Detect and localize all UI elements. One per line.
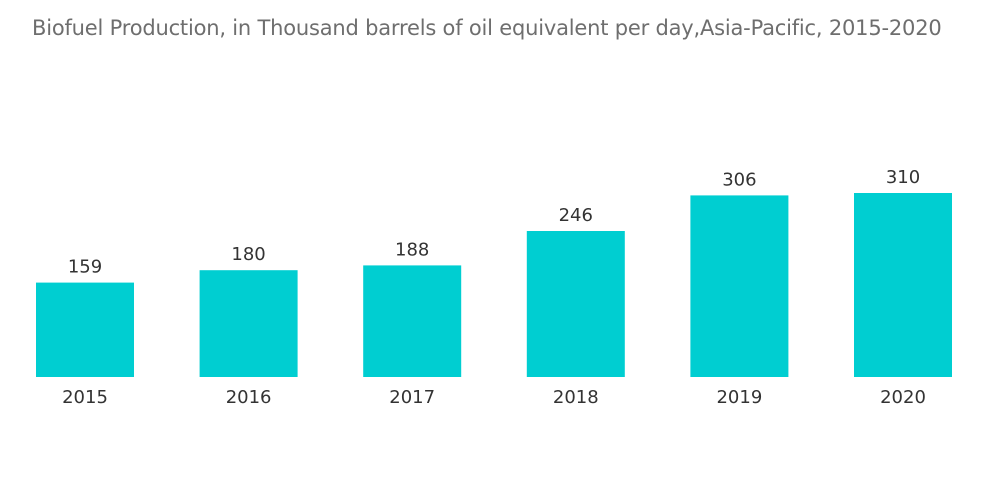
x-axis-ticks: 2015 2016 2017 2018 2019 2020 — [62, 387, 926, 408]
bar-value-label-2016: 180 — [231, 244, 265, 265]
x-tick-label-2016: 2016 — [226, 387, 272, 408]
bars-group — [36, 193, 952, 377]
bar-value-label-2019: 306 — [722, 169, 756, 190]
bar-2018 — [526, 231, 625, 377]
bar-value-label-2018: 246 — [559, 205, 593, 226]
x-tick-label-2018: 2018 — [553, 387, 599, 408]
x-tick-label-2019: 2019 — [716, 387, 762, 408]
bar-2015 — [36, 282, 134, 377]
bar-2020 — [854, 193, 952, 377]
bar-2017 — [363, 265, 462, 377]
bar-value-label-2015: 159 — [68, 257, 102, 278]
x-tick-label-2020: 2020 — [880, 387, 926, 408]
x-tick-label-2017: 2017 — [389, 387, 435, 408]
chart-title: Biofuel Production, in Thousand barrels … — [32, 16, 942, 40]
value-labels-group: 159 180 188 246 306 310 — [68, 167, 920, 278]
bar-value-label-2017: 188 — [395, 239, 429, 260]
x-tick-label-2015: 2015 — [62, 387, 108, 408]
bar-2016 — [199, 270, 298, 377]
bar-value-label-2020: 310 — [886, 167, 920, 188]
bar-2019 — [690, 195, 789, 377]
